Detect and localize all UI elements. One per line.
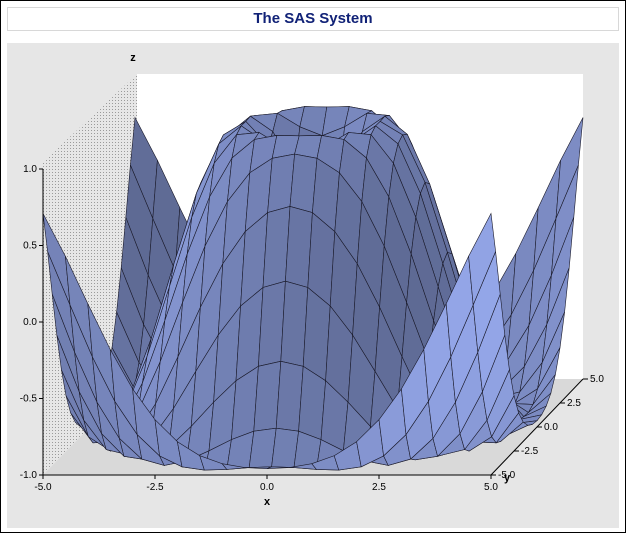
z-axis-title: z: [130, 52, 136, 64]
z-tick-label: -1.0: [20, 470, 38, 481]
surface-mesh: [42, 106, 584, 471]
y-tick-label: -5.0: [498, 470, 516, 481]
x-tick-label: -5.0: [34, 482, 52, 493]
axes: -5.0 -2.5 0.0 2.5 5.0 x -5.0 -2.5 0.0 2.5 5.0 y -1.0…: [20, 52, 605, 508]
z-tick-label: 0.5: [23, 241, 37, 252]
z-tick-label: 1.0: [23, 164, 37, 175]
y-tick-label: -2.5: [521, 446, 539, 457]
x-tick-label: 2.5: [372, 482, 386, 493]
x-axis-title: x: [264, 496, 271, 508]
plot-area: -5.0 -2.5 0.0 2.5 5.0 x -5.0 -2.5 0.0 2.5 5.0 y -1.0…: [7, 43, 619, 528]
y-tick-label: 5.0: [590, 374, 604, 385]
x-tick-label: 5.0: [484, 482, 498, 493]
surface-facet: [468, 212, 496, 306]
z-tick-label: -0.5: [20, 394, 38, 405]
y-tick-label: 0.0: [544, 422, 558, 433]
surface-chart: -5.0 -2.5 0.0 2.5 5.0 x -5.0 -2.5 0.0 2.5 5.0 y -1.0…: [7, 43, 619, 528]
title-box: The SAS System: [7, 7, 619, 31]
chart-title: The SAS System: [253, 10, 373, 27]
x-tick-label: 0.0: [260, 482, 274, 493]
y-axis-title: y: [504, 472, 511, 484]
y-tick-label: 2.5: [567, 398, 581, 409]
z-tick-label: 0.0: [23, 317, 37, 328]
x-tick-label: -2.5: [146, 482, 164, 493]
